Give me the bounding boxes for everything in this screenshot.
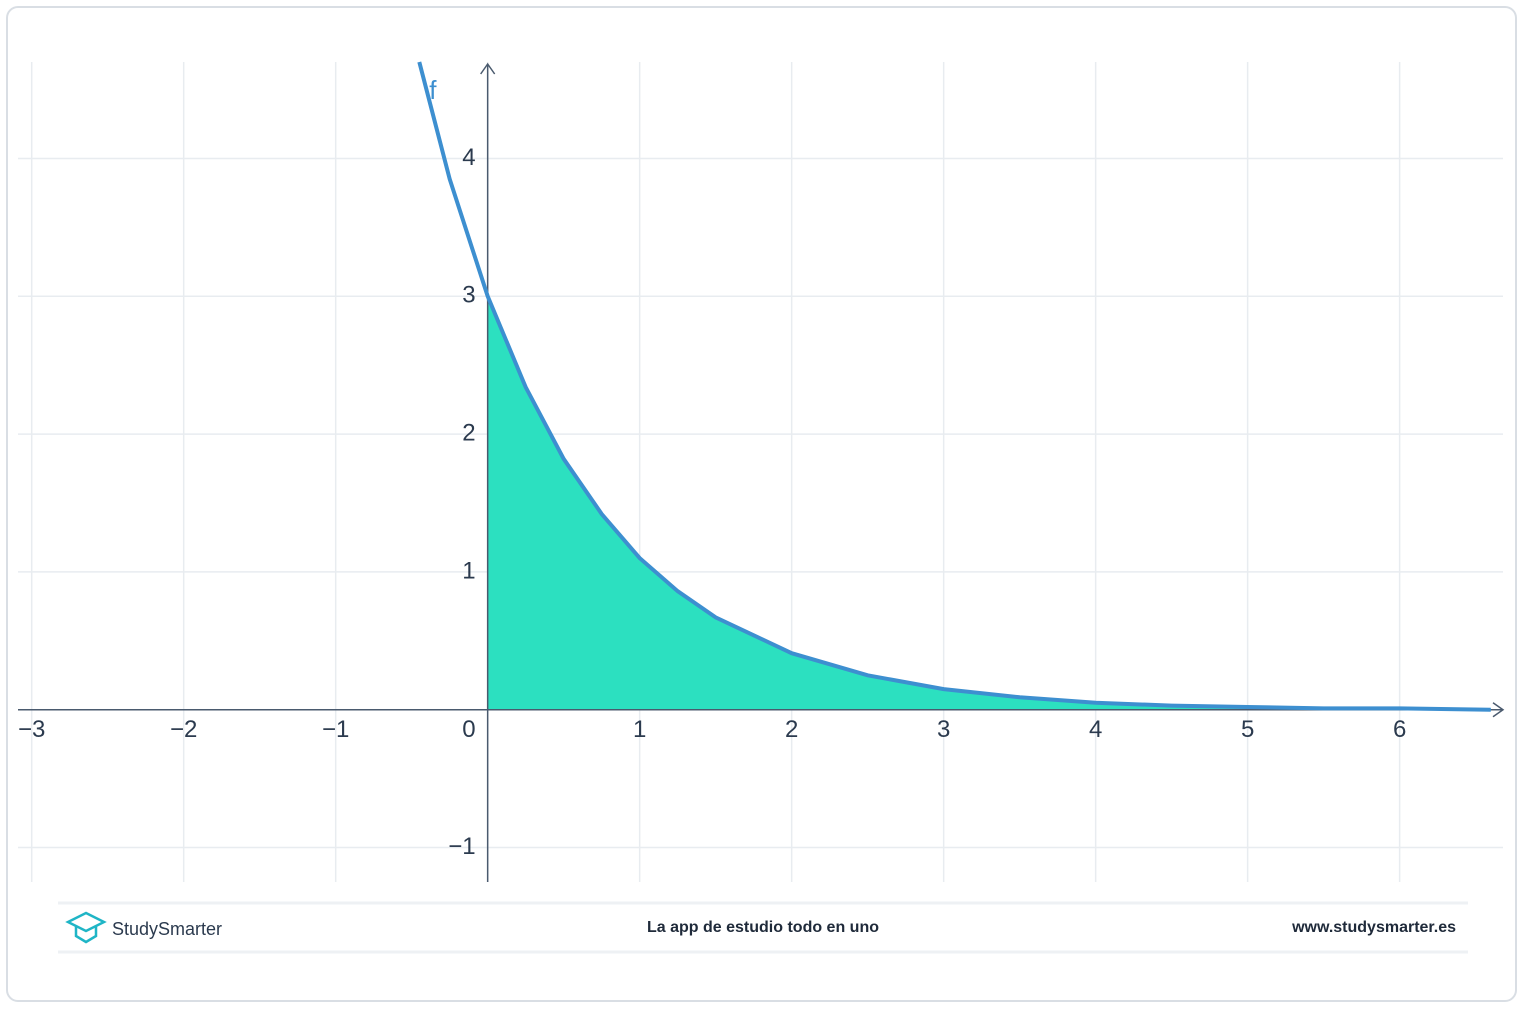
x-tick-label: 1 xyxy=(633,716,646,743)
logo xyxy=(65,911,107,944)
x-tick-label: −2 xyxy=(170,716,197,743)
x-tick-label: 3 xyxy=(937,716,950,743)
y-tick-label: −1 xyxy=(448,833,475,860)
x-tick-label: 4 xyxy=(1089,716,1102,743)
line xyxy=(417,61,1491,712)
area xyxy=(487,296,1491,710)
y-arrow xyxy=(480,62,496,75)
series-label: f xyxy=(429,75,437,105)
y-tick-label: 4 xyxy=(462,144,475,171)
x-tick-label: 5 xyxy=(1241,716,1254,743)
x-tick-label: −1 xyxy=(322,716,349,743)
x-tick-label: 6 xyxy=(1393,716,1406,743)
x-arrow xyxy=(1492,702,1505,718)
tagline: La app de estudio todo en uno xyxy=(647,919,879,936)
frame xyxy=(6,6,1517,1002)
x-tick-label: 0 xyxy=(462,716,475,743)
y-tick-label: 3 xyxy=(462,282,475,309)
x-tick-label: −3 xyxy=(18,716,45,743)
brand: StudySmarter xyxy=(112,919,222,939)
url: www.studysmarter.es xyxy=(1291,919,1456,936)
y-tick-label: 1 xyxy=(462,557,475,584)
y-tick-label: 2 xyxy=(462,419,475,446)
plot xyxy=(18,62,1503,882)
x-tick-label: 2 xyxy=(785,716,798,743)
